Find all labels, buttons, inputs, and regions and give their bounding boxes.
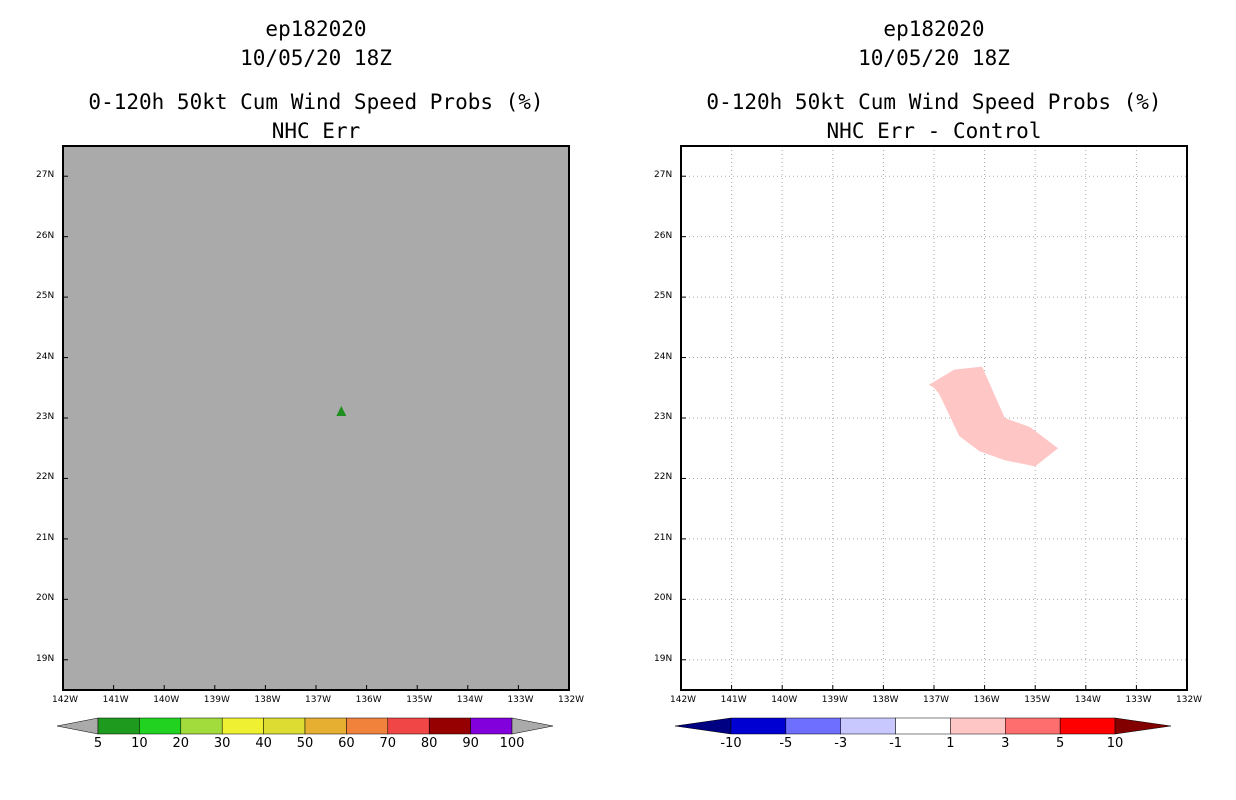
left-map-background (63, 146, 569, 690)
left-colorbar-under-arrow (56, 717, 99, 735)
right-ytick-label-23N: 23N (654, 412, 673, 422)
left-xtick-label-133W: 133W (507, 695, 534, 705)
left-colorbar-segment-6 (346, 717, 389, 735)
left-colorbar-segment-5 (304, 717, 347, 735)
left-colorbar-label-60: 60 (338, 736, 355, 751)
right-title-storm-id: ep182020 (883, 17, 985, 41)
right-xtick-label-140W: 140W (771, 695, 798, 705)
left-xtick-label-139W: 139W (203, 695, 230, 705)
right-colorbar-label--10: -10 (720, 736, 742, 751)
left-title-product: 0-120h 50kt Cum Wind Speed Probs (%) (88, 90, 544, 114)
right-colorbar-segment-2 (840, 717, 896, 735)
right-xtick-label-142W: 142W (670, 695, 697, 705)
right-title-product: 0-120h 50kt Cum Wind Speed Probs (%) (706, 90, 1162, 114)
left-colorbar-label-5: 5 (93, 736, 103, 751)
left-xtick-label-140W: 140W (153, 695, 180, 705)
left-title-date: 10/05/20 18Z (240, 46, 392, 70)
right-xtick-label-136W: 136W (973, 695, 1000, 705)
right-colorbar-segment-4 (950, 717, 1006, 735)
left-colorbar-segment-3 (221, 717, 264, 735)
left-ytick-label-19N: 19N (36, 653, 55, 664)
left-colorbar-label-30: 30 (213, 736, 231, 751)
right-title-subtitle: NHC Err - Control (826, 119, 1042, 143)
left-ytick-label-20N: 20N (36, 593, 55, 604)
right-xtick-label-138W: 138W (872, 695, 899, 705)
left-colorbar-label-50: 50 (296, 736, 314, 751)
right-colorbar-label--3: -3 (834, 736, 848, 751)
left-colorbar-segment-7 (387, 717, 430, 735)
left-xtick-label-138W: 138W (254, 695, 281, 705)
right-colorbar-segment-5 (1005, 717, 1061, 735)
left-ytick-label-23N: 23N (36, 412, 55, 422)
right-xtick-label-134W: 134W (1074, 695, 1101, 705)
left-colorbar-label-10: 10 (131, 736, 148, 751)
right-ytick-label-21N: 21N (654, 532, 673, 543)
right-title-date: 10/05/20 18Z (858, 46, 1010, 70)
right-ytick-label-26N: 26N (654, 230, 673, 241)
left-xtick-label-137W: 137W (305, 695, 332, 705)
right-xtick-label-139W: 139W (821, 695, 848, 705)
right-xtick-label-135W: 135W (1024, 695, 1051, 705)
right-colorbar-segment-1 (785, 717, 841, 735)
right-colorbar-over-arrow (1114, 717, 1172, 735)
left-colorbar-label-100: 100 (499, 736, 525, 751)
left-ytick-label-21N: 21N (36, 532, 55, 543)
right-colorbar-segment-6 (1059, 717, 1116, 735)
left-xtick-label-134W: 134W (456, 695, 483, 705)
left-colorbar-label-80: 80 (420, 736, 438, 751)
right-ytick-label-25N: 25N (654, 291, 673, 302)
right-colorbar-label--1: -1 (889, 736, 903, 751)
left-xtick-label-141W: 141W (102, 695, 129, 705)
left-colorbar-over-arrow (511, 717, 554, 735)
right-diff-region-1-to-3 (928, 366, 1058, 467)
left-colorbar-segment-4 (263, 717, 306, 735)
left-ytick-label-22N: 22N (36, 472, 55, 483)
left-colorbar-segment-8 (428, 717, 471, 735)
right-colorbar-label-1: 1 (946, 736, 955, 751)
right-ytick-label-19N: 19N (654, 653, 673, 664)
right-colorbar-segment-0 (730, 717, 787, 735)
right-colorbar-label-10: 10 (1106, 736, 1124, 751)
left-colorbar-label-70: 70 (379, 736, 397, 751)
right-xtick-label-133W: 133W (1125, 695, 1152, 705)
left-colorbar-label-90: 90 (462, 736, 479, 751)
left-ytick-label-27N: 27N (36, 170, 55, 181)
left-title-subtitle: NHC Err (271, 119, 361, 143)
right-xtick-label-141W: 141W (720, 695, 747, 705)
right-colorbar-under-arrow (674, 717, 732, 735)
left-ytick-label-25N: 25N (36, 291, 55, 302)
left-xtick-label-142W: 142W (52, 695, 79, 705)
left-colorbar-segment-0 (97, 717, 140, 735)
left-ytick-label-24N: 24N (36, 351, 55, 362)
left-colorbar-label-20: 20 (172, 736, 190, 751)
right-xtick-label-132W: 132W (1176, 695, 1203, 705)
left-storm-marker (336, 405, 347, 416)
left-xtick-label-132W: 132W (558, 695, 585, 705)
right-xtick-label-137W: 137W (923, 695, 950, 705)
left-xtick-label-136W: 136W (355, 695, 382, 705)
right-colorbar-label--5: -5 (779, 736, 793, 751)
left-ytick-label-26N: 26N (36, 230, 55, 241)
right-colorbar-label-5: 5 (1056, 736, 1065, 751)
right-colorbar-segment-3 (895, 717, 951, 735)
right-ytick-label-27N: 27N (654, 170, 673, 181)
left-colorbar-label-40: 40 (255, 736, 272, 751)
right-ytick-label-20N: 20N (654, 593, 673, 604)
right-ytick-label-24N: 24N (654, 351, 673, 362)
left-title-storm-id: ep182020 (265, 17, 367, 41)
left-colorbar-segment-1 (139, 717, 182, 735)
left-colorbar-segment-9 (470, 717, 513, 735)
right-ytick-label-22N: 22N (654, 472, 673, 483)
left-colorbar-segment-2 (180, 717, 223, 735)
right-colorbar-label-3: 3 (1001, 736, 1010, 751)
left-xtick-label-135W: 135W (406, 695, 433, 705)
